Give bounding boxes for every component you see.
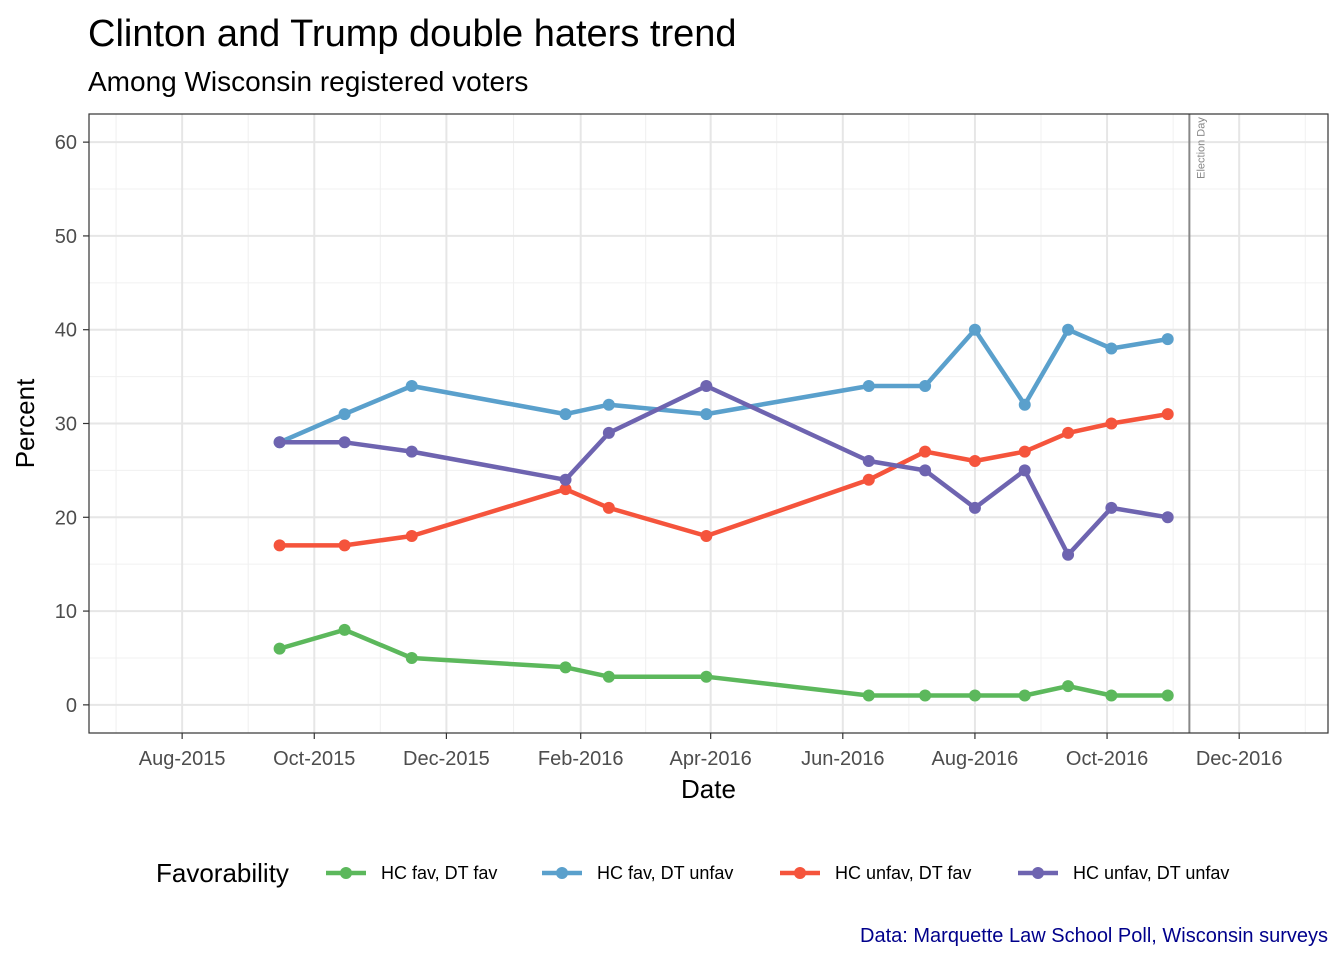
data-point (405, 445, 418, 458)
data-point (862, 473, 875, 486)
series-lines (273, 323, 1174, 702)
legend-key-point (340, 867, 352, 879)
x-tick-label: Jun-2016 (801, 748, 884, 770)
legend-item: HC fav, DT unfav (542, 863, 733, 883)
data-point (602, 501, 615, 514)
data-point (338, 539, 351, 552)
series-line (277, 411, 1170, 548)
data-point (919, 445, 932, 458)
data-point (273, 642, 286, 655)
series-4 (273, 379, 1174, 561)
data-point (1105, 689, 1118, 702)
data-point (1018, 464, 1031, 477)
data-point (559, 473, 572, 486)
legend-key-point (1032, 867, 1044, 879)
legend-item: HC fav, DT fav (326, 863, 497, 883)
data-point (405, 530, 418, 543)
grid-lines (89, 114, 1328, 733)
data-point (1018, 689, 1031, 702)
y-tick-label: 10 (55, 601, 77, 623)
legend-item: HC unfav, DT unfav (1018, 863, 1229, 883)
data-point (1105, 342, 1118, 355)
data-point (338, 436, 351, 449)
data-point (968, 501, 981, 514)
data-point (1062, 680, 1075, 693)
x-tick-label: Dec-2016 (1196, 748, 1283, 770)
y-tick-label: 20 (55, 507, 77, 529)
x-axis-title: Date (681, 774, 736, 804)
x-tick-label: Feb-2016 (538, 748, 624, 770)
legend-title: Favorability (156, 858, 289, 888)
x-tick-label: Dec-2015 (403, 748, 490, 770)
x-tick-label: Aug-2016 (932, 748, 1019, 770)
data-point (602, 398, 615, 411)
y-tick-label: 30 (55, 414, 77, 436)
data-point (700, 408, 713, 421)
data-point (1161, 689, 1174, 702)
data-point (700, 530, 713, 543)
data-point (968, 455, 981, 468)
data-point (559, 483, 572, 496)
election-day-label: Election Day (1195, 117, 1207, 179)
legend: Favorability HC fav, DT fav HC fav, DT un… (156, 858, 1229, 888)
data-point (338, 623, 351, 636)
y-tick-label: 50 (55, 226, 77, 248)
data-point (1161, 511, 1174, 524)
legend-label: HC fav, DT fav (381, 863, 497, 883)
data-point (1018, 398, 1031, 411)
series-1 (273, 623, 1174, 702)
y-tick-label: 60 (55, 132, 77, 154)
series-3 (273, 408, 1174, 552)
data-point (700, 379, 713, 392)
legend-items: HC fav, DT fav HC fav, DT unfav HC unfav, … (326, 863, 1229, 883)
data-point (919, 379, 932, 392)
data-point (405, 651, 418, 664)
data-source-caption: Data: Marquette Law School Poll, Wiscons… (860, 925, 1328, 947)
data-point (1105, 417, 1118, 430)
data-point (919, 689, 932, 702)
x-tick-label: Oct-2015 (273, 748, 355, 770)
data-point (559, 661, 572, 674)
data-point (1062, 548, 1075, 561)
series-2 (273, 323, 1174, 449)
x-tick-label: Oct-2016 (1066, 748, 1148, 770)
data-point (1161, 408, 1174, 421)
legend-item: HC unfav, DT fav (780, 863, 971, 883)
legend-key-point (794, 867, 806, 879)
data-point (602, 426, 615, 439)
election-day-annotation: Election Day (1188, 114, 1207, 733)
axes: Aug-2015 Oct-2015 Dec-2015 Feb-2016 Apr-2016… (55, 132, 1283, 770)
data-point (862, 689, 875, 702)
chart-title: Clinton and Trump double haters trend (88, 13, 737, 55)
data-point (602, 670, 615, 683)
legend-key-point (556, 867, 568, 879)
y-tick-label: 0 (66, 695, 77, 717)
legend-label: HC unfav, DT fav (835, 863, 971, 883)
data-point (919, 464, 932, 477)
data-point (1018, 445, 1031, 458)
y-tick-label: 40 (55, 320, 77, 342)
data-point (862, 455, 875, 468)
data-point (700, 670, 713, 683)
data-point (968, 689, 981, 702)
legend-label: HC fav, DT unfav (597, 863, 733, 883)
data-point (338, 408, 351, 421)
data-point (1105, 501, 1118, 514)
data-point (968, 323, 981, 336)
x-tick-label: Aug-2015 (139, 748, 226, 770)
data-point (405, 379, 418, 392)
data-point (273, 436, 286, 449)
data-point (1161, 333, 1174, 346)
x-tick-label: Apr-2016 (670, 748, 752, 770)
data-point (862, 379, 875, 392)
legend-label: HC unfav, DT unfav (1073, 863, 1229, 883)
data-point (559, 408, 572, 421)
chart-subtitle: Among Wisconsin registered voters (88, 66, 528, 97)
data-point (1062, 426, 1075, 439)
data-point (1062, 323, 1075, 336)
y-axis-title: Percent (10, 378, 40, 468)
data-point (273, 539, 286, 552)
